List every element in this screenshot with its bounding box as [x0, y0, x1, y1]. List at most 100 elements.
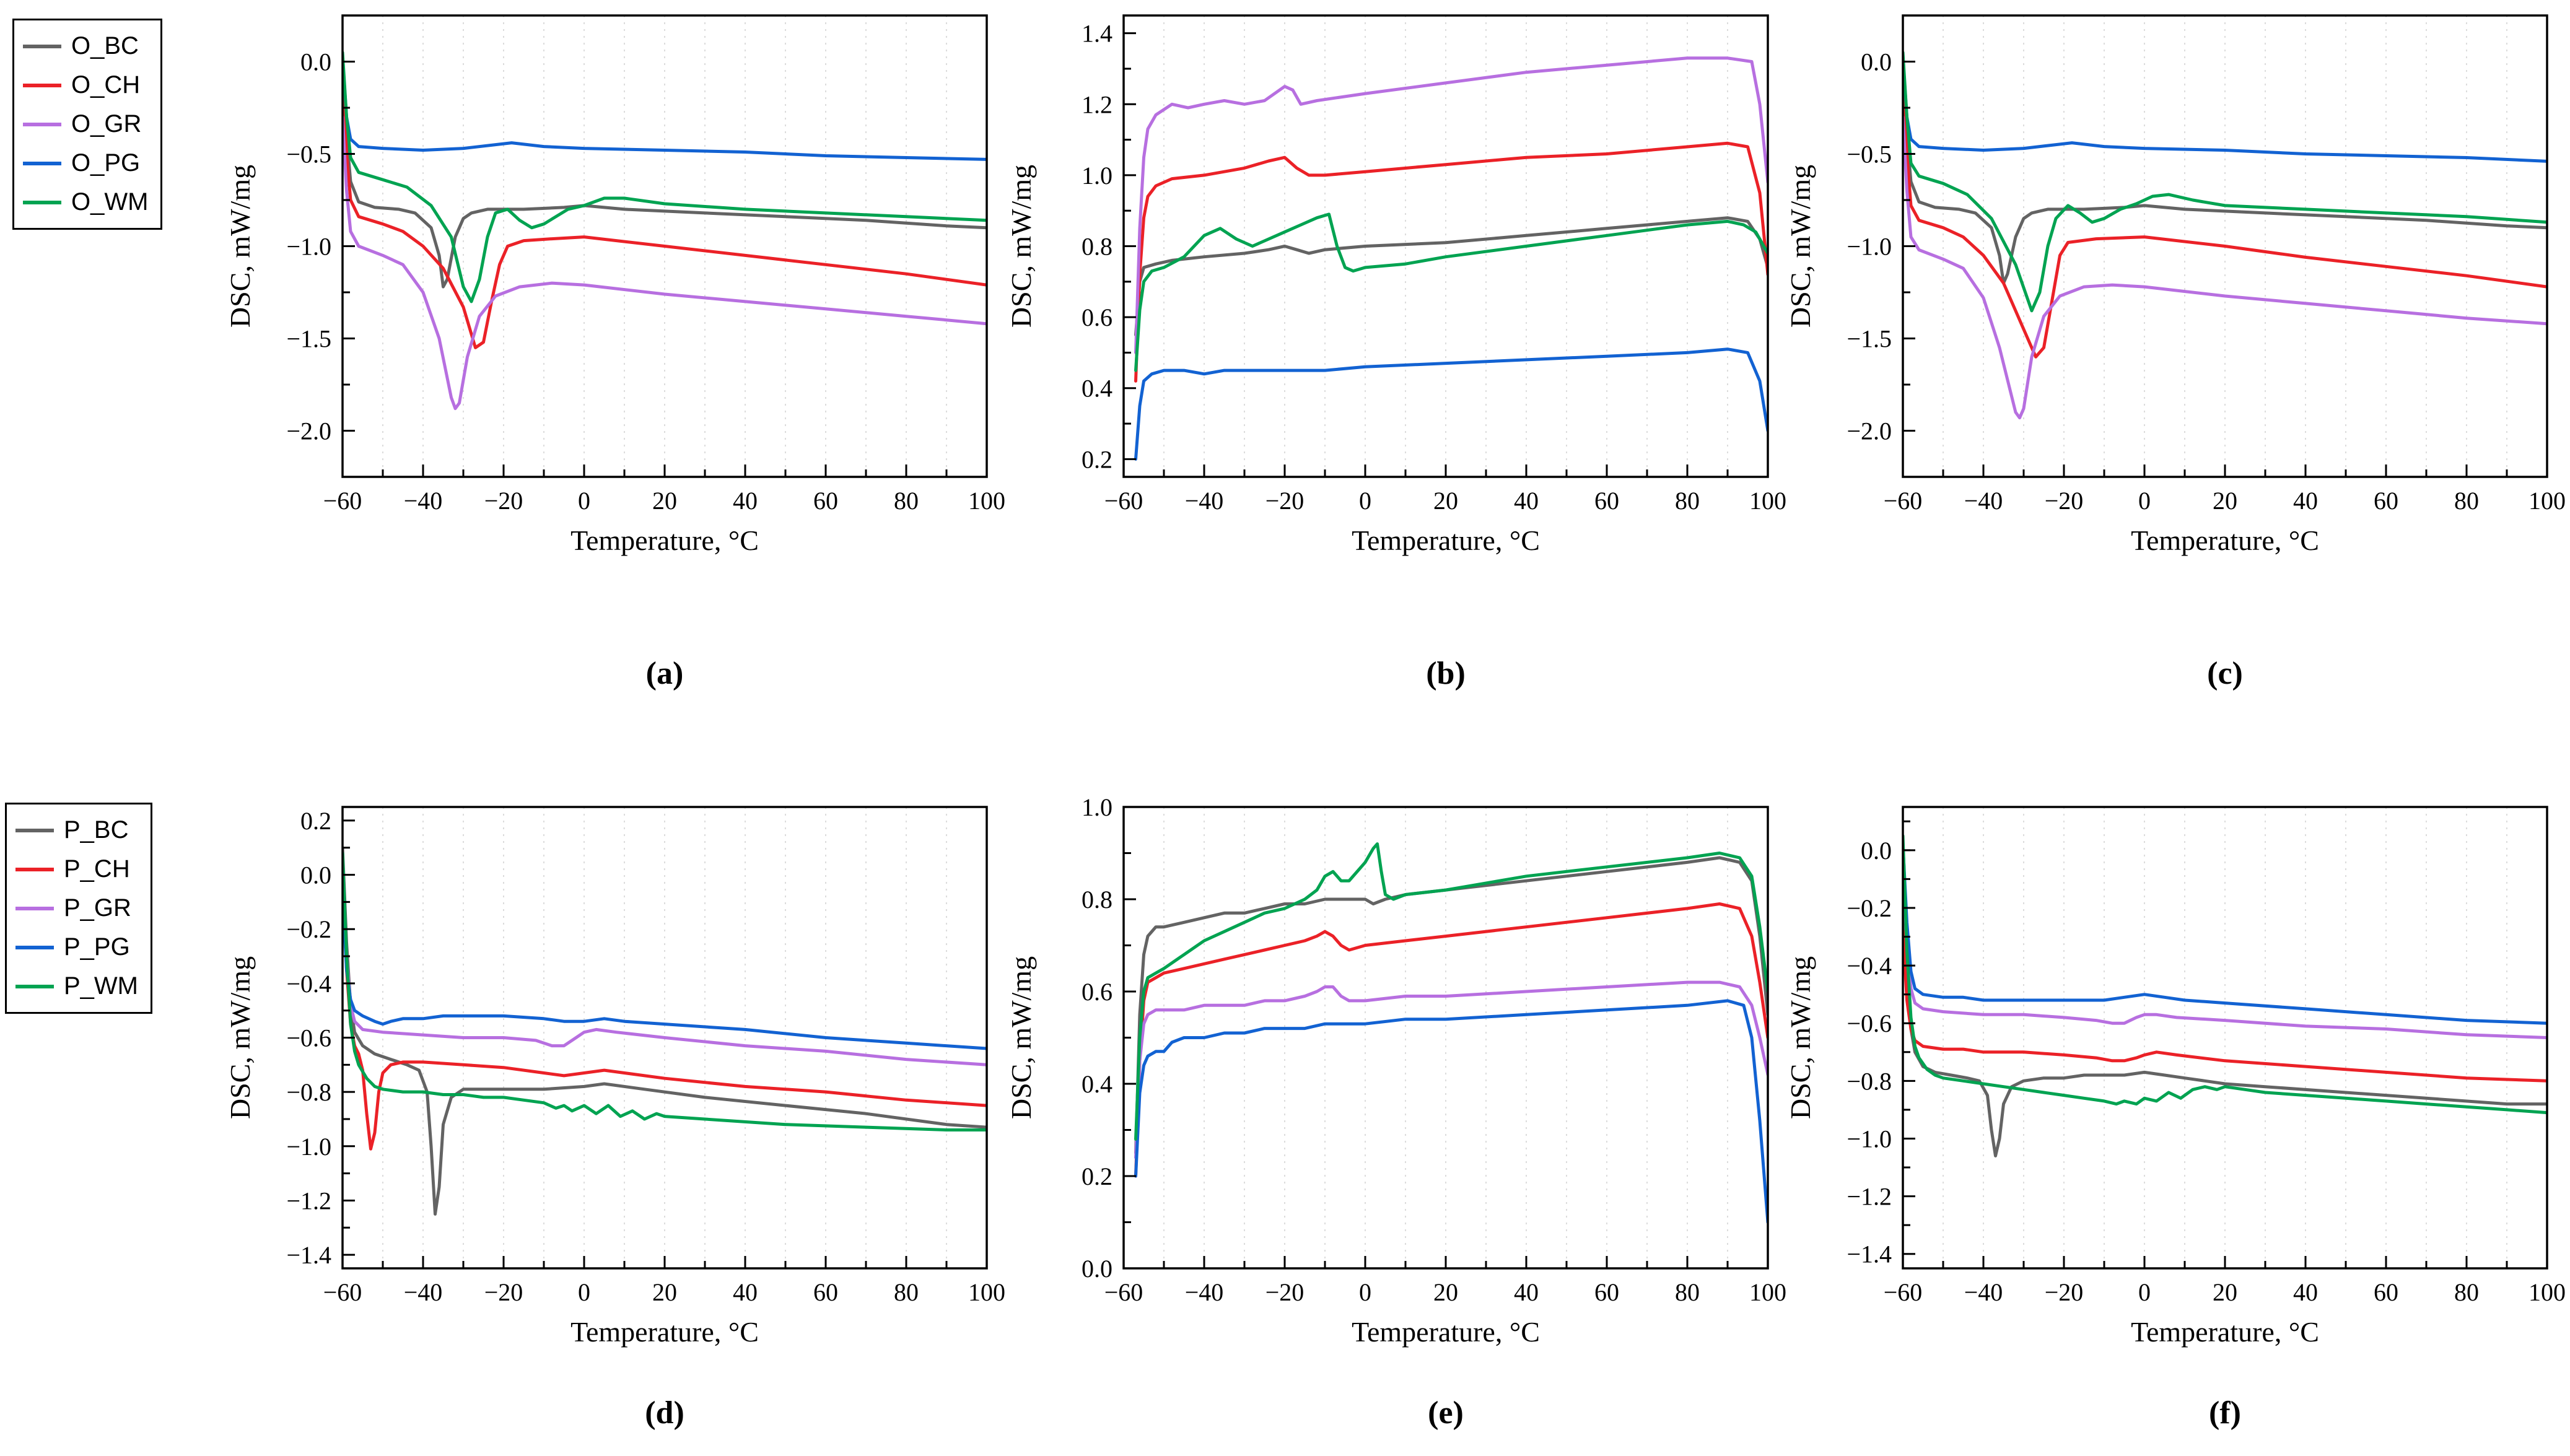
panel-caption-b: (b)	[1426, 655, 1466, 692]
series-P_PG	[343, 895, 987, 1050]
svg-text:60: 60	[2374, 1278, 2398, 1306]
chart-panel-c: −60 −40 −20 0 20 40 60 80 100 0.0 −0.5 −1.0 −1.5 −2.0…	[1785, 14, 2566, 556]
svg-text:Temperature, °C: Temperature, °C	[1352, 525, 1540, 556]
series-P_WM	[1903, 834, 2547, 1115]
legend-line-sample-P_CH	[15, 867, 54, 871]
svg-text:40: 40	[2293, 487, 2318, 515]
svg-text:−1.0: −1.0	[286, 1133, 331, 1161]
series-O_WM	[1134, 212, 1768, 372]
panel-caption-d: (d)	[645, 1395, 684, 1431]
svg-text:−60: −60	[1104, 487, 1143, 515]
svg-text:Temperature, °C: Temperature, °C	[2131, 1316, 2319, 1348]
svg-text:100: 100	[968, 487, 1005, 515]
svg-text:1.2: 1.2	[1082, 90, 1112, 118]
series-P_CH	[1903, 929, 2547, 1083]
legend-line-sample-O_WM	[23, 200, 61, 204]
svg-text:20: 20	[652, 1278, 677, 1306]
svg-text:−60: −60	[1104, 1278, 1143, 1306]
chart-panel-d: −60 −40 −20 0 20 40 60 80 100 0.2 0.0 −0.2 −0.4 −0.6 −…	[224, 806, 1005, 1348]
panel-caption-e: (e)	[1428, 1395, 1464, 1431]
svg-text:DSC, mW/mg: DSC, mW/mg	[224, 165, 256, 328]
svg-text:−60: −60	[1884, 487, 1923, 515]
series-O_PG	[1903, 56, 2547, 163]
legend-line-sample-O_PG	[23, 161, 61, 165]
panel-caption-a: (a)	[646, 655, 684, 692]
legend-item-P_PG: P_PG	[15, 928, 138, 967]
svg-text:−40: −40	[404, 487, 443, 515]
svg-text:−1.2: −1.2	[286, 1187, 331, 1214]
series-P_CH	[343, 860, 987, 1151]
legend-item-O_WM: O_WM	[23, 183, 148, 222]
panel-caption-c: (c)	[2207, 655, 2243, 692]
legend-item-P_BC: P_BC	[15, 811, 138, 850]
series-O_PG	[343, 56, 987, 161]
svg-text:0: 0	[1359, 1278, 1371, 1306]
legend-item-P_GR: P_GR	[15, 889, 138, 928]
svg-text:40: 40	[1514, 487, 1539, 515]
svg-text:100: 100	[2528, 1278, 2566, 1306]
svg-text:−1.5: −1.5	[1847, 325, 1892, 353]
svg-text:40: 40	[2293, 1278, 2318, 1306]
series-O_GR	[1134, 56, 1768, 354]
svg-text:−0.5: −0.5	[1847, 141, 1892, 168]
svg-text:Temperature, °C: Temperature, °C	[570, 1316, 759, 1348]
legend-box-O: O_BC O_CH O_GR O_PG O_WM	[12, 19, 163, 230]
series-O_BC	[1134, 216, 1768, 337]
panel-caption-b-text: (b)	[1426, 656, 1466, 691]
svg-text:−0.2: −0.2	[1847, 894, 1892, 922]
svg-text:100: 100	[968, 1278, 1005, 1306]
panel-caption-f-text: (f)	[2209, 1395, 2241, 1431]
svg-text:80: 80	[1675, 1278, 1700, 1306]
series-O_CH	[343, 69, 987, 349]
series-O_GR	[1903, 115, 2547, 420]
series-P_PG	[1903, 843, 2547, 1025]
svg-text:−2.0: −2.0	[1847, 417, 1892, 445]
svg-text:20: 20	[2213, 1278, 2237, 1306]
svg-text:−40: −40	[1185, 487, 1224, 515]
svg-text:−60: −60	[1884, 1278, 1923, 1306]
panel-caption-d-text: (d)	[645, 1395, 684, 1431]
legend-item-P_WM: P_WM	[15, 967, 138, 1006]
svg-text:100: 100	[1749, 1278, 1786, 1306]
svg-text:80: 80	[2454, 487, 2479, 515]
chart-panel-f: −60 −40 −20 0 20 40 60 80 100 0.0 −0.2 −0.4 −0.6 −0.8…	[1785, 806, 2566, 1348]
svg-text:−1.4: −1.4	[1847, 1240, 1892, 1268]
legend-item-P_CH: P_CH	[15, 850, 138, 889]
svg-text:−2.0: −2.0	[286, 417, 331, 445]
svg-text:−1.0: −1.0	[1847, 1125, 1892, 1153]
svg-text:0.2: 0.2	[1082, 1162, 1112, 1190]
legend-label-O_CH: O_CH	[71, 71, 141, 98]
series-P_PG	[1134, 999, 1768, 1224]
svg-text:−1.0: −1.0	[1847, 233, 1892, 261]
series-P_WM	[343, 852, 987, 1131]
svg-text:−20: −20	[1265, 1278, 1305, 1306]
svg-text:40: 40	[1514, 1278, 1539, 1306]
svg-text:100: 100	[2528, 487, 2566, 515]
legend-line-sample-P_WM	[15, 984, 54, 988]
svg-text:20: 20	[2213, 487, 2237, 515]
svg-text:20: 20	[652, 487, 677, 515]
svg-text:20: 20	[1433, 487, 1458, 515]
legend-line-sample-O_GR	[23, 122, 61, 126]
svg-text:Temperature, °C: Temperature, °C	[1352, 1316, 1540, 1348]
svg-text:80: 80	[1675, 487, 1700, 515]
svg-text:−20: −20	[2045, 487, 2084, 515]
legend-label-O_PG: O_PG	[71, 149, 141, 177]
series-O_WM	[1903, 51, 2547, 313]
svg-text:−0.6: −0.6	[1847, 1009, 1892, 1037]
svg-text:DSC, mW/mg: DSC, mW/mg	[1005, 165, 1037, 328]
svg-text:−1.5: −1.5	[286, 325, 331, 353]
svg-text:−60: −60	[323, 1278, 362, 1306]
svg-text:0: 0	[578, 1278, 590, 1306]
svg-text:0.0: 0.0	[1082, 1255, 1112, 1283]
series-O_GR	[343, 115, 987, 411]
series-O_PG	[1134, 347, 1768, 461]
svg-text:−1.4: −1.4	[286, 1241, 331, 1269]
svg-text:0: 0	[578, 487, 590, 515]
series-O_BC	[343, 60, 987, 289]
svg-text:80: 80	[894, 487, 919, 515]
legend-line-sample-P_GR	[15, 906, 54, 910]
panel-caption-e-text: (e)	[1428, 1395, 1464, 1431]
panel-caption-f: (f)	[2209, 1395, 2241, 1431]
